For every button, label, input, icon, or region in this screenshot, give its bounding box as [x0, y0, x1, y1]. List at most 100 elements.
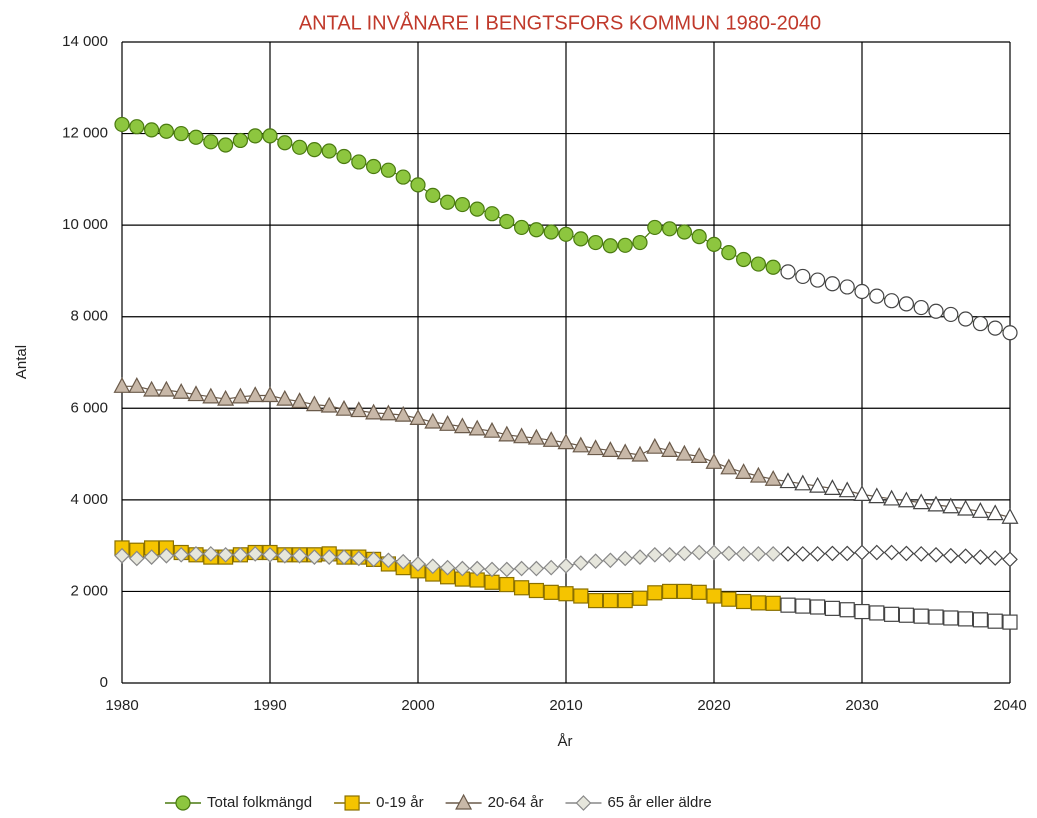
point — [972, 612, 989, 628]
point — [468, 419, 486, 436]
point — [128, 550, 145, 567]
point — [143, 549, 160, 565]
point — [513, 427, 531, 444]
legend-label: Total folkmängd — [207, 794, 312, 811]
point — [749, 466, 767, 483]
point — [366, 158, 382, 175]
point — [572, 436, 590, 453]
point — [261, 386, 279, 403]
point — [217, 389, 235, 406]
point — [854, 603, 870, 620]
point — [765, 595, 781, 611]
y-tick-label: 8 000 — [70, 308, 108, 325]
point — [854, 283, 870, 300]
point — [484, 561, 500, 578]
point — [632, 549, 648, 565]
y-tick-label: 10 000 — [62, 216, 108, 233]
point — [883, 544, 900, 561]
point — [528, 222, 545, 238]
point — [379, 404, 397, 421]
point — [646, 437, 664, 454]
point — [321, 549, 338, 565]
point — [587, 439, 605, 456]
point — [351, 154, 367, 170]
point — [350, 401, 368, 418]
point — [913, 546, 930, 562]
point — [898, 545, 915, 562]
point — [972, 315, 989, 332]
point — [218, 137, 234, 153]
point — [365, 403, 383, 420]
point — [706, 544, 722, 561]
legend-label: 65 år eller äldre — [607, 794, 711, 811]
x-tick-label: 1990 — [253, 697, 286, 714]
point — [573, 231, 589, 247]
point — [469, 201, 485, 217]
point — [735, 463, 753, 479]
point — [617, 550, 634, 567]
point — [499, 213, 515, 230]
point — [823, 479, 841, 496]
point — [114, 116, 130, 133]
point — [839, 279, 855, 295]
point — [868, 544, 885, 561]
point — [335, 399, 353, 416]
point — [247, 128, 263, 144]
point — [691, 544, 708, 561]
point — [498, 561, 515, 578]
point — [203, 134, 219, 150]
point — [380, 162, 396, 178]
point — [839, 602, 855, 618]
point — [558, 586, 574, 602]
point — [573, 588, 589, 604]
point — [794, 546, 811, 562]
point — [306, 549, 323, 565]
point — [113, 377, 131, 393]
point — [409, 409, 427, 425]
point — [380, 552, 397, 569]
point — [661, 441, 679, 458]
point — [454, 196, 470, 213]
point — [661, 583, 678, 600]
point — [128, 377, 146, 393]
point — [943, 306, 959, 323]
point — [453, 417, 471, 434]
point — [173, 125, 189, 142]
point — [528, 560, 545, 577]
point — [676, 583, 693, 600]
point — [291, 392, 309, 409]
point — [675, 444, 693, 461]
y-tick-label: 4 000 — [70, 491, 108, 508]
point — [853, 485, 871, 501]
point — [706, 236, 722, 252]
point — [173, 546, 190, 563]
legend-marker — [344, 795, 360, 811]
legend-label: 20-64 år — [488, 794, 544, 811]
point — [292, 139, 308, 155]
y-tick-label: 14 000 — [62, 33, 108, 50]
point — [795, 598, 811, 614]
point — [587, 592, 604, 609]
point — [558, 226, 574, 242]
point — [720, 545, 737, 562]
point — [691, 584, 707, 600]
point — [410, 556, 426, 572]
point — [172, 382, 190, 399]
point — [321, 143, 337, 159]
point — [883, 293, 900, 309]
point — [883, 489, 901, 506]
point — [277, 135, 293, 151]
point — [809, 599, 826, 615]
point — [527, 428, 545, 445]
point — [395, 169, 411, 185]
point — [987, 320, 1003, 336]
point — [957, 499, 975, 516]
point — [795, 268, 811, 285]
point — [912, 493, 930, 510]
point — [928, 303, 944, 319]
point — [617, 592, 633, 609]
point — [868, 487, 886, 504]
point — [336, 549, 352, 565]
point — [202, 387, 220, 404]
